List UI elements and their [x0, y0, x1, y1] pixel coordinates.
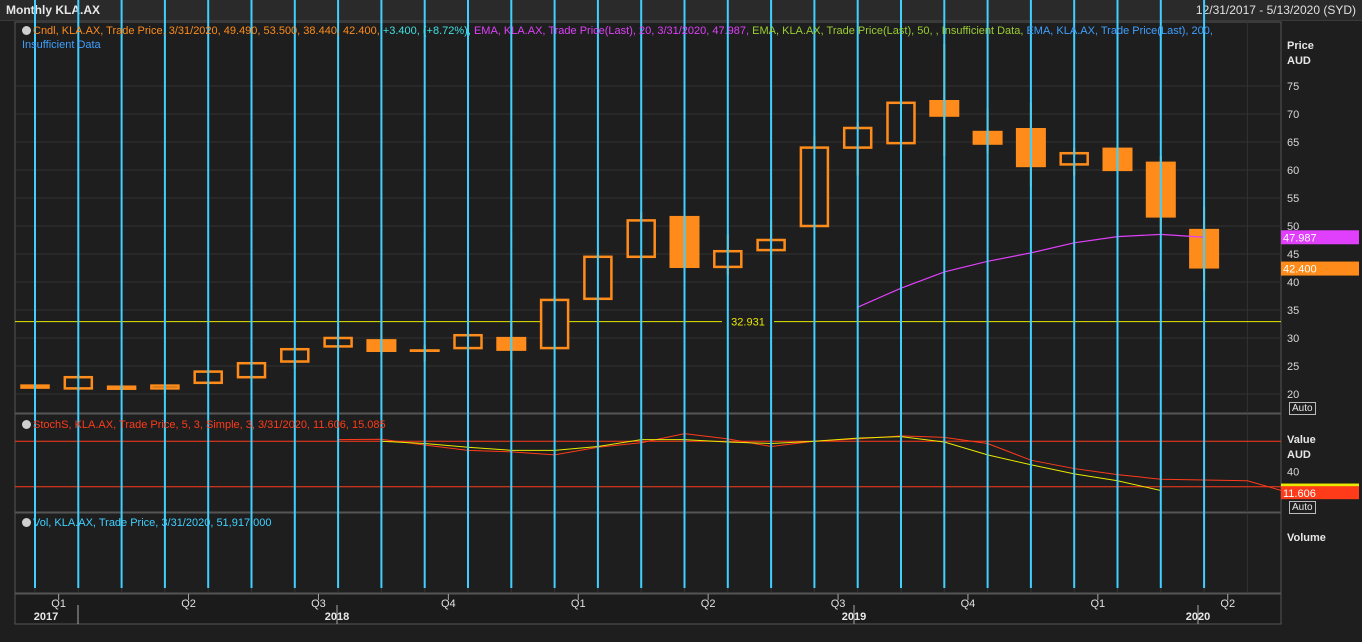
price-tick-label: 30 [1287, 333, 1299, 345]
volume-bar [596, 0, 599, 588]
value-axis-title: Value [1287, 434, 1316, 446]
stoch-legend[interactable]: StochS, KLA.AX, Trade Price, 5, 3, Simpl… [22, 419, 386, 431]
year-label: 2018 [325, 611, 349, 623]
volume-bar [856, 0, 859, 588]
candle-legend-part: Cndl, KLA.AX, Trade Price, 3/31/2020, 49… [33, 25, 383, 37]
candle-legend[interactable]: Cndl, KLA.AX, Trade Price, 3/31/2020, 49… [22, 25, 1213, 37]
volume-bar [943, 0, 946, 588]
quarter-label: Q2 [1220, 598, 1235, 610]
volume-bar [250, 0, 253, 588]
time-axis [14, 593, 1282, 625]
value-axis-unit: AUD [1287, 449, 1311, 461]
price-tick-label: 35 [1287, 305, 1299, 317]
price-tick-label: 75 [1287, 81, 1299, 93]
panel-frame [14, 512, 1282, 594]
quarter-label: Q4 [961, 598, 976, 610]
year-label: 2019 [842, 611, 866, 623]
candle-legend-part: EMA, KLA.AX, Trade Price(Last), 200, [1026, 25, 1213, 37]
volume-bar [34, 0, 36, 588]
volume-bar [467, 0, 469, 588]
stoch-legend-text: StochS, KLA.AX, Trade Price, 5, 3, Simpl… [33, 419, 386, 431]
volume-bar [726, 0, 729, 588]
volume-axis-title: Volume [1287, 532, 1326, 544]
stoch-tick-label: 40 [1287, 467, 1299, 479]
price-axis-unit: AUD [1287, 55, 1311, 67]
volume-bar [423, 0, 426, 588]
reference-line-label: 32.931 [731, 317, 765, 329]
year-label: 2020 [1186, 611, 1210, 623]
price-tick-label: 20 [1287, 389, 1299, 401]
last-value-label: 11.606 [1283, 488, 1316, 500]
volume-bar [1073, 0, 1076, 588]
date-range: 12/31/2017 - 5/13/2020 (SYD) [1195, 3, 1356, 17]
reference-label-bg [722, 314, 774, 329]
last-value-badge [1281, 486, 1359, 500]
quarter-label: Q4 [441, 598, 456, 610]
price-tick-label: 25 [1287, 361, 1299, 373]
vol-legend[interactable]: Vol, KLA.AX, Trade Price, 3/31/2020, 51,… [22, 517, 272, 529]
quarter-label: Q3 [311, 598, 326, 610]
last-value-label: 47.987 [1283, 232, 1317, 244]
volume-bar [293, 0, 296, 588]
price-tick-label: 55 [1287, 193, 1299, 205]
price-tick-label: 40 [1287, 277, 1299, 289]
panel-frame [14, 413, 1282, 513]
last-value-badge [1281, 230, 1359, 245]
volume-bar [683, 0, 686, 588]
volume-bar [77, 0, 80, 588]
volume-bar [1159, 0, 1162, 588]
quarter-label: Q3 [831, 598, 846, 610]
chart-title: Monthly KLA.AX [6, 3, 100, 17]
price-tick-label: 50 [1287, 221, 1299, 233]
price-tick-label: 70 [1287, 109, 1299, 121]
volume-bar [120, 0, 123, 588]
candle-legend-part: EMA, KLA.AX, Trade Price(Last), 20, 3/31… [473, 25, 753, 37]
panel-frame [14, 21, 1282, 414]
volume-bar [986, 0, 989, 588]
volume-bar [553, 0, 556, 588]
volume-bar [900, 0, 902, 588]
legend-menu-icon[interactable] [22, 420, 31, 429]
stoch-auto-button[interactable]: Auto [1289, 501, 1316, 514]
price-auto-button[interactable]: Auto [1289, 402, 1316, 415]
volume-bar [813, 0, 816, 588]
legend-menu-icon[interactable] [22, 26, 31, 35]
last-value-badge [1281, 261, 1359, 276]
volume-bar [770, 0, 773, 588]
candle-legend-wrap: Insufficient Data [22, 39, 101, 51]
price-tick-label: 60 [1287, 165, 1299, 177]
last-value-label: 42.400 [1283, 264, 1317, 276]
quarter-label: Q1 [571, 598, 586, 610]
volume-bar [1029, 0, 1032, 588]
quarter-label: Q2 [701, 598, 716, 610]
volume-bar [1203, 0, 1206, 588]
quarter-label: Q1 [51, 598, 66, 610]
volume-bar [207, 0, 210, 588]
quarter-label: Q1 [1091, 598, 1106, 610]
price-tick-label: 65 [1287, 137, 1299, 149]
year-label: 2017 [34, 611, 58, 623]
candle-legend-part: +3.400, (+8.72%), [382, 25, 474, 37]
volume-bar [380, 0, 383, 588]
volume-bar [510, 0, 513, 588]
volume-bar [163, 0, 166, 588]
volume-bar [337, 0, 340, 588]
volume-bar [640, 0, 643, 588]
title-bar: Monthly KLA.AX 12/31/2017 - 5/13/2020 (S… [0, 0, 1362, 21]
candle-legend-part: EMA, KLA.AX, Trade Price(Last), 50, , In… [752, 25, 1027, 37]
price-axis-title: Price [1287, 40, 1314, 52]
vol-legend-text: Vol, KLA.AX, Trade Price, 3/31/2020, 51,… [33, 517, 272, 529]
volume-bar [1116, 0, 1119, 588]
price-tick-label: 45 [1287, 249, 1299, 261]
legend-menu-icon[interactable] [22, 518, 31, 527]
quarter-label: Q2 [181, 598, 196, 610]
